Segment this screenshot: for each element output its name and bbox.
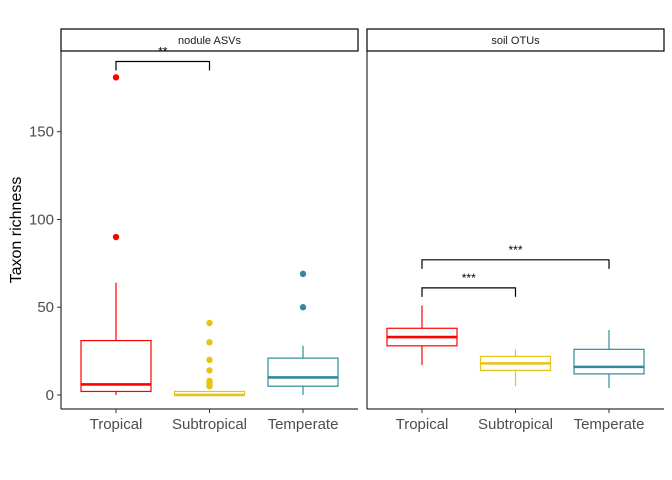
outlier-point — [206, 356, 213, 364]
x-tick-label: Temperate — [268, 416, 339, 433]
outlier-point — [206, 319, 213, 327]
box-temperate — [267, 270, 339, 395]
outlier-point — [299, 304, 307, 311]
panel-2: soil OTUs Tropical Subtropical Temperate ***… — [366, 28, 665, 433]
y-tick-label: 0 — [46, 387, 54, 404]
significance-label: *** — [462, 271, 476, 285]
outlier-point — [299, 270, 307, 278]
outlier-point — [112, 74, 120, 81]
box-tropical — [386, 305, 458, 366]
x-tick-label: Subtropical — [172, 416, 247, 433]
strip-box — [60, 28, 359, 52]
outlier-point — [206, 339, 213, 346]
significance-label: *** — [508, 243, 522, 257]
significance-bracket: ** — [115, 45, 211, 71]
x-tick-label: Temperate — [574, 416, 645, 433]
significance-label: ** — [158, 45, 168, 59]
y-tick-label: 150 — [29, 124, 54, 141]
y-tick-label: 50 — [37, 299, 54, 316]
box-iqr — [80, 339, 152, 393]
significance-bracket: *** — [421, 271, 517, 297]
y-axis-label: Taxon richness — [8, 177, 25, 284]
box-tropical — [80, 74, 152, 395]
panel-1: nodule ASVs 0 50 100 150 Tropical Subtropical T… — [29, 28, 359, 433]
strip-label: soil OTUs — [491, 35, 540, 47]
bracket-line — [421, 287, 517, 297]
strip-box — [366, 28, 665, 52]
outlier-point — [206, 377, 213, 385]
box-iqr — [267, 357, 339, 387]
outlier-point — [206, 367, 213, 374]
x-tick-label: Tropical — [90, 416, 143, 433]
box-iqr — [573, 348, 645, 375]
box-subtropical — [479, 349, 552, 387]
outlier-point — [112, 233, 120, 241]
x-tick-label: Tropical — [396, 416, 449, 433]
bracket-line — [421, 259, 610, 269]
facet-panels: nodule ASVs 0 50 100 150 Tropical Subtropical T… — [29, 28, 665, 433]
bracket-line — [115, 60, 211, 71]
strip-label: nodule ASVs — [178, 35, 241, 47]
box-subtropical — [173, 319, 246, 397]
x-tick-label: Subtropical — [478, 416, 553, 433]
y-tick-label: 100 — [29, 211, 54, 228]
significance-bracket: *** — [421, 243, 610, 269]
box-temperate — [573, 330, 645, 388]
